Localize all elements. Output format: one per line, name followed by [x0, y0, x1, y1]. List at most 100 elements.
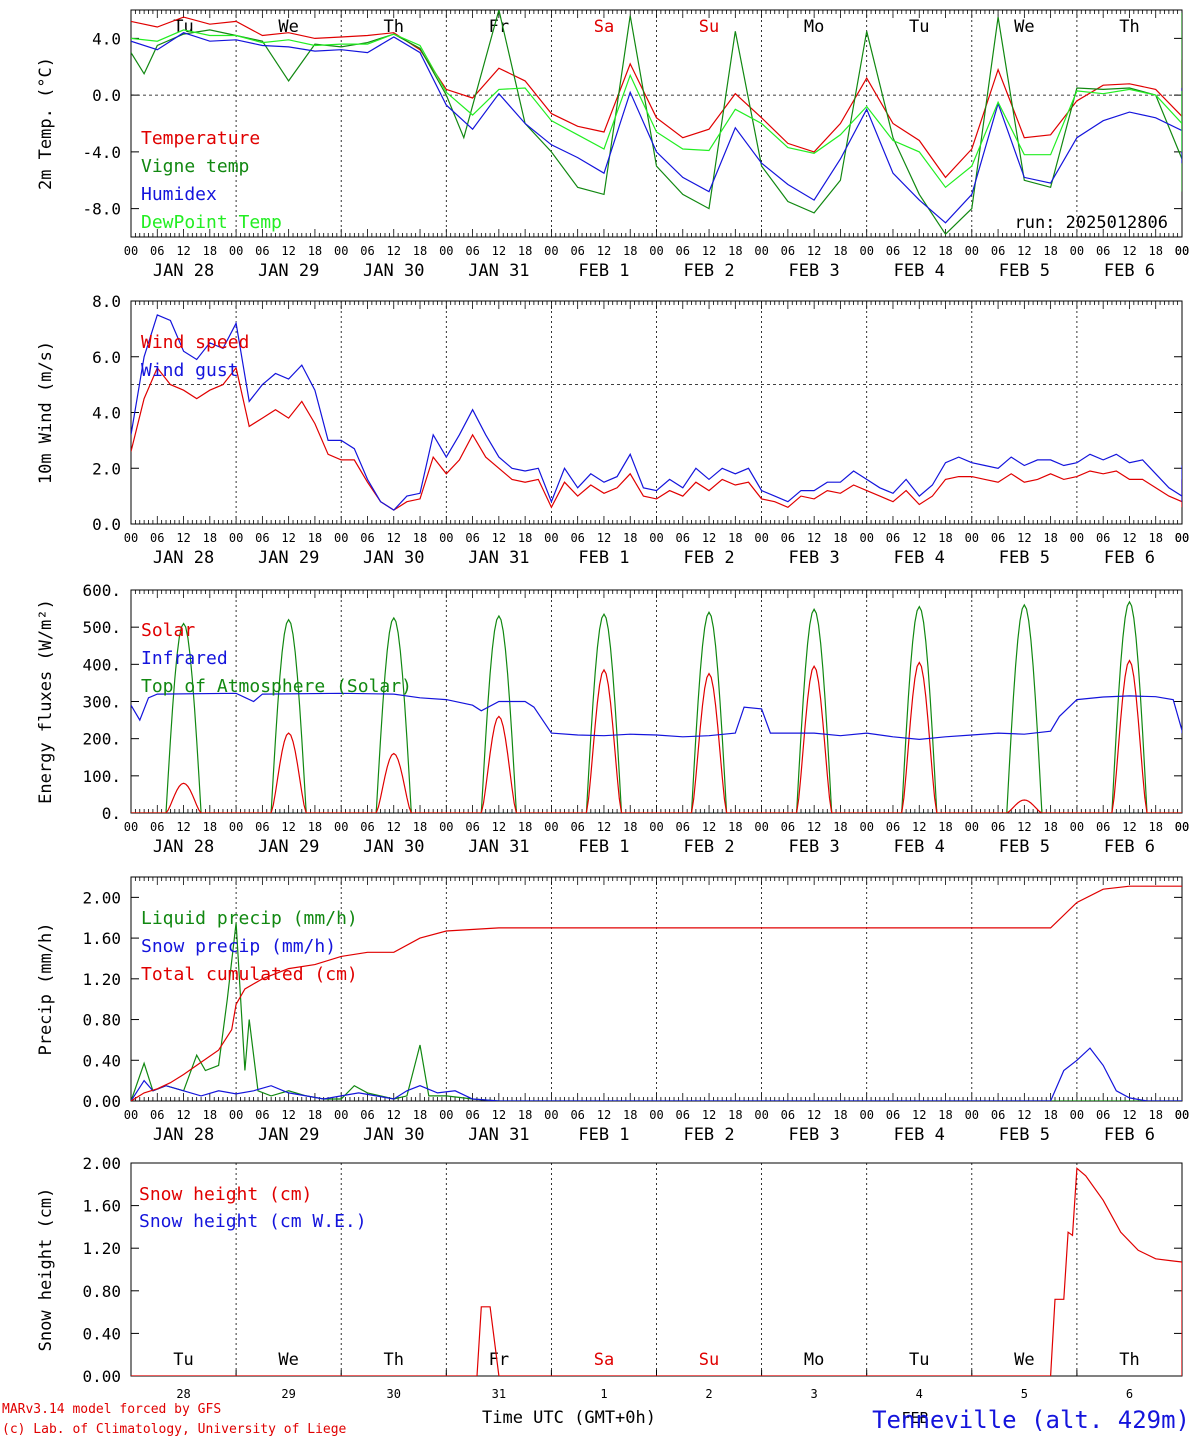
- hour-tick-label: 06: [360, 820, 374, 834]
- legend-entry: Top of Atmosphere (Solar): [141, 676, 412, 697]
- hour-tick-label: 18: [623, 820, 637, 834]
- hour-tick-label: 00: [1175, 820, 1189, 834]
- y-tick-label: 1.60: [82, 929, 121, 948]
- hour-tick-label: 00: [1175, 244, 1189, 258]
- hour-tick-label: 12: [597, 820, 611, 834]
- hour-tick-label: 00: [1175, 244, 1189, 258]
- y-tick-label: 0.40: [82, 1324, 121, 1343]
- hour-tick-label: 12: [1017, 820, 1031, 834]
- hour-tick-label: 00: [1070, 531, 1084, 545]
- hour-tick-label: 12: [176, 244, 190, 258]
- y-tick-label: 4.0: [92, 404, 121, 423]
- hour-tick-label: 06: [1096, 1108, 1110, 1122]
- day-number-label: 1: [600, 1387, 607, 1401]
- weekday-label: Mo: [804, 17, 824, 37]
- hour-tick-label: 06: [150, 531, 164, 545]
- hour-tick-label: 00: [124, 244, 138, 258]
- hour-tick-label: 06: [255, 1108, 269, 1122]
- hour-tick-label: 06: [465, 244, 479, 258]
- hour-tick-label: 12: [807, 531, 821, 545]
- hour-tick-label: 06: [150, 1108, 164, 1122]
- weekday-label: Su: [699, 1350, 719, 1370]
- weekday-label: Tu: [909, 1350, 929, 1370]
- hour-tick-label: 00: [649, 1108, 663, 1122]
- hour-tick-label: 18: [308, 820, 322, 834]
- hour-tick-label: 12: [702, 531, 716, 545]
- legend-entry: Temperature: [141, 128, 260, 149]
- weekday-label: Th: [384, 1350, 404, 1370]
- hour-tick-label: 00: [544, 1108, 558, 1122]
- hour-tick-label: 00: [439, 1108, 453, 1122]
- hour-tick-label: 18: [203, 820, 217, 834]
- hour-tick-label: 06: [255, 531, 269, 545]
- hour-tick-label: 18: [518, 1108, 532, 1122]
- day-number-label: 30: [387, 1387, 401, 1401]
- date-tick-label: FEB 5: [999, 261, 1050, 281]
- date-tick-label: FEB 2: [683, 261, 734, 281]
- weekday-label: Mo: [804, 1350, 824, 1370]
- series-solar: [131, 659, 1182, 813]
- hour-tick-label: 18: [518, 244, 532, 258]
- hour-tick-label: 18: [728, 820, 742, 834]
- hour-tick-label: 12: [1017, 244, 1031, 258]
- hour-tick-label: 00: [334, 1108, 348, 1122]
- date-tick-label: FEB 2: [683, 548, 734, 568]
- hour-tick-label: 00: [1175, 820, 1189, 834]
- hour-tick-label: 00: [754, 531, 768, 545]
- date-tick-label: FEB 1: [578, 261, 629, 281]
- weekday-label: Tu: [173, 1350, 193, 1370]
- series-dewpoint-temp: [131, 29, 1182, 189]
- hour-tick-label: 06: [150, 820, 164, 834]
- y-tick-label: 2.00: [82, 1154, 121, 1173]
- hour-tick-label: 12: [176, 531, 190, 545]
- date-tick-label: JAN 28: [153, 1125, 214, 1145]
- series-vigne-temp: [131, 10, 1182, 236]
- hour-tick-label: 06: [1096, 244, 1110, 258]
- legend-entry: Vigne temp: [141, 156, 249, 177]
- date-tick-label: FEB 6: [1104, 261, 1155, 281]
- series-snow: [131, 1047, 1182, 1101]
- date-tick-label: FEB 5: [999, 548, 1050, 568]
- hour-tick-label: 12: [807, 244, 821, 258]
- y-tick-label: 1.20: [82, 1239, 121, 1258]
- hour-tick-label: 12: [176, 1108, 190, 1122]
- hour-tick-label: 06: [781, 244, 795, 258]
- hour-tick-label: 06: [886, 820, 900, 834]
- hour-tick-label: 12: [1017, 1108, 1031, 1122]
- hour-tick-label: 06: [465, 820, 479, 834]
- hour-tick-label: 12: [492, 820, 506, 834]
- hour-tick-label: 00: [859, 820, 873, 834]
- hour-tick-label: 06: [991, 820, 1005, 834]
- hour-tick-label: 18: [728, 531, 742, 545]
- hour-tick-label: 18: [938, 531, 952, 545]
- hour-tick-label: 12: [281, 820, 295, 834]
- hour-tick-label: 06: [1096, 820, 1110, 834]
- date-tick-label: FEB 5: [999, 1125, 1050, 1145]
- date-tick-label: FEB 6: [1104, 837, 1155, 857]
- series-humidex: [131, 32, 1182, 224]
- hour-tick-label: 18: [413, 244, 427, 258]
- date-tick-label: JAN 30: [363, 261, 424, 281]
- hour-tick-label: 00: [1175, 531, 1189, 545]
- hour-tick-label: 06: [465, 531, 479, 545]
- y-axis-label: 10m Wind (m/s): [36, 341, 56, 484]
- legend-entry: Liquid precip (mm/h): [141, 908, 358, 929]
- hour-tick-label: 12: [1122, 244, 1136, 258]
- hour-tick-label: 12: [1122, 1108, 1136, 1122]
- hour-tick-label: 00: [859, 1108, 873, 1122]
- hour-tick-label: 06: [255, 820, 269, 834]
- hour-tick-label: 06: [1096, 531, 1110, 545]
- date-tick-label: FEB 6: [1104, 548, 1155, 568]
- hour-tick-label: 00: [439, 820, 453, 834]
- date-tick-label: FEB 1: [578, 548, 629, 568]
- y-axis-label: Energy fluxes (W/m²): [36, 599, 56, 804]
- hour-tick-label: 12: [492, 1108, 506, 1122]
- day-number-label: 3: [811, 1387, 818, 1401]
- plot-frame: [130, 9, 1183, 238]
- hour-tick-label: 00: [229, 531, 243, 545]
- hour-tick-label: 00: [1175, 1108, 1189, 1122]
- hour-tick-label: 18: [833, 531, 847, 545]
- date-tick-label: FEB 1: [578, 1125, 629, 1145]
- series-liquid: [131, 922, 1182, 1101]
- hour-tick-label: 12: [281, 244, 295, 258]
